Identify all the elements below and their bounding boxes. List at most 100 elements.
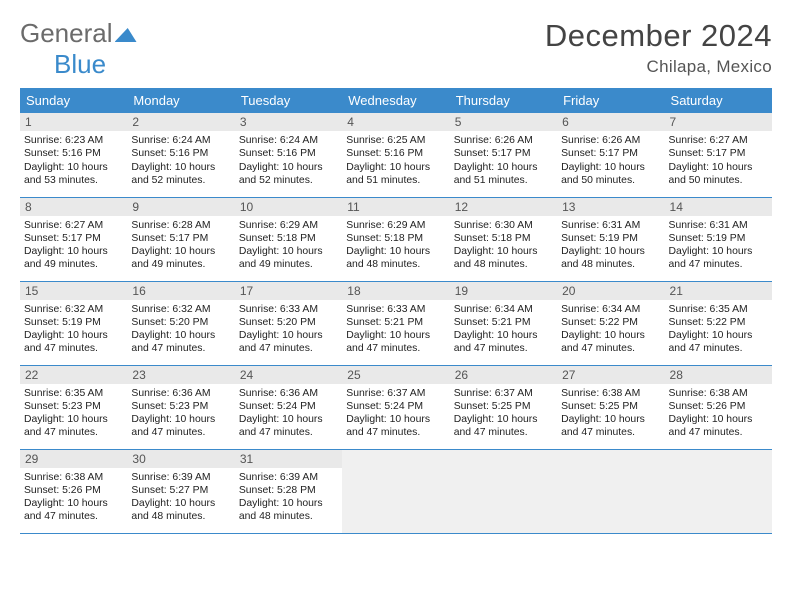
day-body: Sunrise: 6:28 AMSunset: 5:17 PMDaylight:… <box>127 216 234 275</box>
daylight-line: Daylight: 10 hours and 49 minutes. <box>24 245 123 272</box>
daylight-line: Daylight: 10 hours and 47 minutes. <box>24 413 123 440</box>
day-header-wednesday: Wednesday <box>342 88 449 113</box>
day-cell: 6Sunrise: 6:26 AMSunset: 5:17 PMDaylight… <box>557 113 664 197</box>
day-cell: 22Sunrise: 6:35 AMSunset: 5:23 PMDayligh… <box>20 365 127 449</box>
daylight-line: Daylight: 10 hours and 47 minutes. <box>561 413 660 440</box>
day-number: 18 <box>342 282 449 300</box>
day-body: Sunrise: 6:37 AMSunset: 5:24 PMDaylight:… <box>342 384 449 443</box>
month-title: December 2024 <box>545 18 772 54</box>
sunrise-line: Sunrise: 6:29 AM <box>239 219 338 232</box>
sunrise-line: Sunrise: 6:37 AM <box>454 387 553 400</box>
daylight-line: Daylight: 10 hours and 52 minutes. <box>131 161 230 188</box>
day-cell: 21Sunrise: 6:35 AMSunset: 5:22 PMDayligh… <box>665 281 772 365</box>
day-body: Sunrise: 6:27 AMSunset: 5:17 PMDaylight:… <box>665 131 772 190</box>
sunset-line: Sunset: 5:16 PM <box>131 147 230 160</box>
day-number: 10 <box>235 198 342 216</box>
sunrise-line: Sunrise: 6:32 AM <box>24 303 123 316</box>
day-cell: 5Sunrise: 6:26 AMSunset: 5:17 PMDaylight… <box>450 113 557 197</box>
sunrise-line: Sunrise: 6:32 AM <box>131 303 230 316</box>
daylight-line: Daylight: 10 hours and 48 minutes. <box>131 497 230 524</box>
day-cell: 25Sunrise: 6:37 AMSunset: 5:24 PMDayligh… <box>342 365 449 449</box>
day-cell: 31Sunrise: 6:39 AMSunset: 5:28 PMDayligh… <box>235 449 342 533</box>
daylight-line: Daylight: 10 hours and 52 minutes. <box>239 161 338 188</box>
day-header-row: Sunday Monday Tuesday Wednesday Thursday… <box>20 88 772 113</box>
day-header-saturday: Saturday <box>665 88 772 113</box>
day-body: Sunrise: 6:31 AMSunset: 5:19 PMDaylight:… <box>665 216 772 275</box>
day-body: Sunrise: 6:33 AMSunset: 5:21 PMDaylight:… <box>342 300 449 359</box>
sunset-line: Sunset: 5:16 PM <box>239 147 338 160</box>
daylight-line: Daylight: 10 hours and 48 minutes. <box>454 245 553 272</box>
daylight-line: Daylight: 10 hours and 47 minutes. <box>454 413 553 440</box>
sunset-line: Sunset: 5:20 PM <box>239 316 338 329</box>
sunrise-line: Sunrise: 6:29 AM <box>346 219 445 232</box>
sunrise-line: Sunrise: 6:23 AM <box>24 134 123 147</box>
sunset-line: Sunset: 5:28 PM <box>239 484 338 497</box>
day-body: Sunrise: 6:35 AMSunset: 5:22 PMDaylight:… <box>665 300 772 359</box>
day-body: Sunrise: 6:26 AMSunset: 5:17 PMDaylight:… <box>450 131 557 190</box>
day-cell: 14Sunrise: 6:31 AMSunset: 5:19 PMDayligh… <box>665 197 772 281</box>
day-cell: 18Sunrise: 6:33 AMSunset: 5:21 PMDayligh… <box>342 281 449 365</box>
day-cell: 20Sunrise: 6:34 AMSunset: 5:22 PMDayligh… <box>557 281 664 365</box>
sunrise-line: Sunrise: 6:34 AM <box>454 303 553 316</box>
day-body: Sunrise: 6:24 AMSunset: 5:16 PMDaylight:… <box>235 131 342 190</box>
sunrise-line: Sunrise: 6:28 AM <box>131 219 230 232</box>
day-header-tuesday: Tuesday <box>235 88 342 113</box>
week-row: 29Sunrise: 6:38 AMSunset: 5:26 PMDayligh… <box>20 449 772 533</box>
sunrise-line: Sunrise: 6:31 AM <box>561 219 660 232</box>
day-number: 30 <box>127 450 234 468</box>
day-cell: 4Sunrise: 6:25 AMSunset: 5:16 PMDaylight… <box>342 113 449 197</box>
empty-cell <box>342 449 449 533</box>
sunrise-line: Sunrise: 6:31 AM <box>669 219 768 232</box>
daylight-line: Daylight: 10 hours and 47 minutes. <box>131 413 230 440</box>
day-number: 16 <box>127 282 234 300</box>
sunset-line: Sunset: 5:27 PM <box>131 484 230 497</box>
day-body: Sunrise: 6:38 AMSunset: 5:25 PMDaylight:… <box>557 384 664 443</box>
sunset-line: Sunset: 5:17 PM <box>131 232 230 245</box>
day-body: Sunrise: 6:32 AMSunset: 5:19 PMDaylight:… <box>20 300 127 359</box>
sunrise-line: Sunrise: 6:34 AM <box>561 303 660 316</box>
day-number: 17 <box>235 282 342 300</box>
day-number: 7 <box>665 113 772 131</box>
day-body: Sunrise: 6:36 AMSunset: 5:24 PMDaylight:… <box>235 384 342 443</box>
daylight-line: Daylight: 10 hours and 49 minutes. <box>239 245 338 272</box>
day-number: 15 <box>20 282 127 300</box>
day-cell: 19Sunrise: 6:34 AMSunset: 5:21 PMDayligh… <box>450 281 557 365</box>
day-header-friday: Friday <box>557 88 664 113</box>
calendar-page: General Blue December 2024 Chilapa, Mexi… <box>0 0 792 612</box>
logo-word-blue: Blue <box>54 49 106 79</box>
day-number: 1 <box>20 113 127 131</box>
day-number: 24 <box>235 366 342 384</box>
sunset-line: Sunset: 5:17 PM <box>24 232 123 245</box>
day-cell: 15Sunrise: 6:32 AMSunset: 5:19 PMDayligh… <box>20 281 127 365</box>
day-body: Sunrise: 6:27 AMSunset: 5:17 PMDaylight:… <box>20 216 127 275</box>
logo-text-block: General Blue <box>20 18 137 80</box>
day-number: 11 <box>342 198 449 216</box>
day-number: 26 <box>450 366 557 384</box>
day-number: 31 <box>235 450 342 468</box>
daylight-line: Daylight: 10 hours and 51 minutes. <box>346 161 445 188</box>
day-number: 19 <box>450 282 557 300</box>
sunset-line: Sunset: 5:23 PM <box>24 400 123 413</box>
daylight-line: Daylight: 10 hours and 47 minutes. <box>24 497 123 524</box>
sunset-line: Sunset: 5:19 PM <box>561 232 660 245</box>
sunrise-line: Sunrise: 6:38 AM <box>561 387 660 400</box>
sunset-line: Sunset: 5:23 PM <box>131 400 230 413</box>
sunset-line: Sunset: 5:17 PM <box>454 147 553 160</box>
daylight-line: Daylight: 10 hours and 48 minutes. <box>346 245 445 272</box>
empty-cell <box>557 449 664 533</box>
day-number: 28 <box>665 366 772 384</box>
day-cell: 24Sunrise: 6:36 AMSunset: 5:24 PMDayligh… <box>235 365 342 449</box>
sunset-line: Sunset: 5:16 PM <box>24 147 123 160</box>
sunset-line: Sunset: 5:17 PM <box>561 147 660 160</box>
day-header-monday: Monday <box>127 88 234 113</box>
daylight-line: Daylight: 10 hours and 48 minutes. <box>239 497 338 524</box>
logo-triangle-icon <box>115 28 137 42</box>
day-number: 6 <box>557 113 664 131</box>
daylight-line: Daylight: 10 hours and 50 minutes. <box>561 161 660 188</box>
daylight-line: Daylight: 10 hours and 48 minutes. <box>561 245 660 272</box>
sunset-line: Sunset: 5:16 PM <box>346 147 445 160</box>
brand-logo: General Blue <box>20 18 137 80</box>
empty-cell <box>450 449 557 533</box>
sunset-line: Sunset: 5:21 PM <box>346 316 445 329</box>
daylight-line: Daylight: 10 hours and 47 minutes. <box>239 413 338 440</box>
